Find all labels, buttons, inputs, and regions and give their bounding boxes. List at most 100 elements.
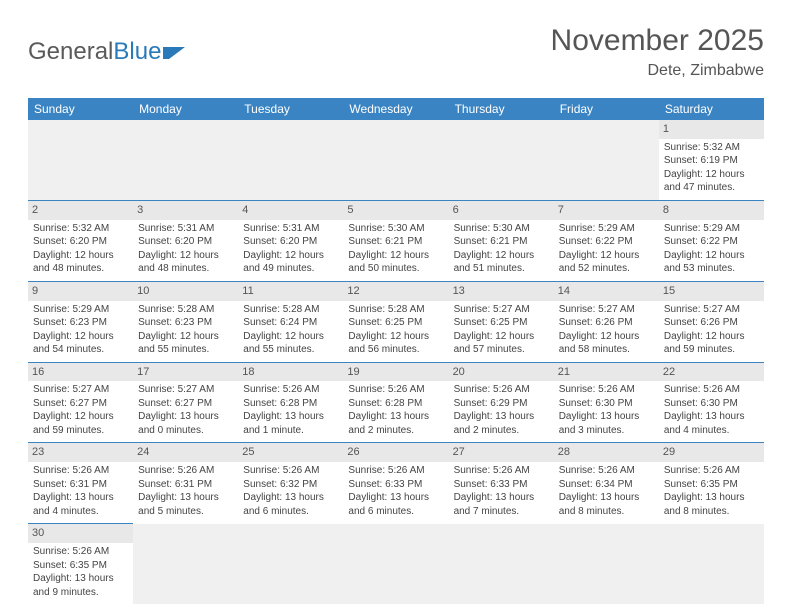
sunset-text: Sunset: 6:21 PM <box>348 235 443 249</box>
day-number: 12 <box>343 282 448 301</box>
calendar-cell <box>28 120 133 200</box>
sunset-text: Sunset: 6:22 PM <box>664 235 759 249</box>
sunset-text: Sunset: 6:35 PM <box>664 478 759 492</box>
sunrise-text: Sunrise: 5:29 AM <box>559 222 654 236</box>
daylight-text: Daylight: 12 hours and 59 minutes. <box>664 330 759 357</box>
sunset-text: Sunset: 6:28 PM <box>348 397 443 411</box>
daylight-text: Daylight: 13 hours and 1 minute. <box>243 410 338 437</box>
calendar-cell: 21Sunrise: 5:26 AMSunset: 6:30 PMDayligh… <box>554 362 659 443</box>
calendar-cell: 7Sunrise: 5:29 AMSunset: 6:22 PMDaylight… <box>554 200 659 281</box>
daylight-text: Daylight: 13 hours and 6 minutes. <box>243 491 338 518</box>
calendar-cell: 14Sunrise: 5:27 AMSunset: 6:26 PMDayligh… <box>554 281 659 362</box>
sunset-text: Sunset: 6:19 PM <box>664 154 759 168</box>
sunrise-text: Sunrise: 5:28 AM <box>348 303 443 317</box>
sunset-text: Sunset: 6:25 PM <box>454 316 549 330</box>
sunset-text: Sunset: 6:33 PM <box>454 478 549 492</box>
calendar-cell <box>238 120 343 200</box>
calendar-row: 30Sunrise: 5:26 AMSunset: 6:35 PMDayligh… <box>28 524 764 604</box>
sunset-text: Sunset: 6:23 PM <box>138 316 233 330</box>
sunset-text: Sunset: 6:33 PM <box>348 478 443 492</box>
calendar-cell: 23Sunrise: 5:26 AMSunset: 6:31 PMDayligh… <box>28 443 133 524</box>
daylight-text: Daylight: 12 hours and 48 minutes. <box>33 249 128 276</box>
sunset-text: Sunset: 6:27 PM <box>33 397 128 411</box>
daylight-text: Daylight: 12 hours and 49 minutes. <box>243 249 338 276</box>
daylight-text: Daylight: 13 hours and 6 minutes. <box>348 491 443 518</box>
calendar-cell: 13Sunrise: 5:27 AMSunset: 6:25 PMDayligh… <box>449 281 554 362</box>
sunset-text: Sunset: 6:26 PM <box>559 316 654 330</box>
sunrise-text: Sunrise: 5:31 AM <box>243 222 338 236</box>
calendar-cell: 19Sunrise: 5:26 AMSunset: 6:28 PMDayligh… <box>343 362 448 443</box>
daylight-text: Daylight: 13 hours and 4 minutes. <box>33 491 128 518</box>
sunrise-text: Sunrise: 5:26 AM <box>559 383 654 397</box>
calendar-cell: 9Sunrise: 5:29 AMSunset: 6:23 PMDaylight… <box>28 281 133 362</box>
sunrise-text: Sunrise: 5:26 AM <box>243 383 338 397</box>
day-number: 10 <box>133 282 238 301</box>
calendar-cell <box>554 524 659 604</box>
daylight-text: Daylight: 13 hours and 3 minutes. <box>559 410 654 437</box>
sunrise-text: Sunrise: 5:28 AM <box>243 303 338 317</box>
sunset-text: Sunset: 6:30 PM <box>664 397 759 411</box>
sunrise-text: Sunrise: 5:26 AM <box>559 464 654 478</box>
calendar-cell <box>133 120 238 200</box>
sunrise-text: Sunrise: 5:26 AM <box>348 383 443 397</box>
day-number: 27 <box>449 443 554 462</box>
daylight-text: Daylight: 12 hours and 47 minutes. <box>664 168 759 195</box>
header: GeneralBlue November 2025 Dete, Zimbabwe <box>28 24 764 80</box>
day-number: 16 <box>28 363 133 382</box>
calendar-cell: 15Sunrise: 5:27 AMSunset: 6:26 PMDayligh… <box>659 281 764 362</box>
location: Dete, Zimbabwe <box>551 62 764 80</box>
sunrise-text: Sunrise: 5:26 AM <box>243 464 338 478</box>
calendar-row: 2Sunrise: 5:32 AMSunset: 6:20 PMDaylight… <box>28 200 764 281</box>
sunrise-text: Sunrise: 5:27 AM <box>33 383 128 397</box>
calendar-row: 9Sunrise: 5:29 AMSunset: 6:23 PMDaylight… <box>28 281 764 362</box>
calendar-cell <box>449 120 554 200</box>
calendar-cell: 1Sunrise: 5:32 AMSunset: 6:19 PMDaylight… <box>659 120 764 200</box>
sunset-text: Sunset: 6:20 PM <box>138 235 233 249</box>
day-number: 28 <box>554 443 659 462</box>
calendar-cell <box>343 524 448 604</box>
sunset-text: Sunset: 6:21 PM <box>454 235 549 249</box>
daylight-text: Daylight: 12 hours and 55 minutes. <box>138 330 233 357</box>
day-header: Thursday <box>449 98 554 120</box>
day-number: 3 <box>133 201 238 220</box>
sunrise-text: Sunrise: 5:26 AM <box>33 464 128 478</box>
daylight-text: Daylight: 12 hours and 56 minutes. <box>348 330 443 357</box>
day-number: 2 <box>28 201 133 220</box>
sunrise-text: Sunrise: 5:26 AM <box>348 464 443 478</box>
day-number: 19 <box>343 363 448 382</box>
logo-flag-icon <box>163 43 185 59</box>
day-number: 30 <box>28 524 133 543</box>
calendar-cell: 5Sunrise: 5:30 AMSunset: 6:21 PMDaylight… <box>343 200 448 281</box>
sunset-text: Sunset: 6:30 PM <box>559 397 654 411</box>
daylight-text: Daylight: 12 hours and 50 minutes. <box>348 249 443 276</box>
day-number: 5 <box>343 201 448 220</box>
sunset-text: Sunset: 6:22 PM <box>559 235 654 249</box>
sunrise-text: Sunrise: 5:27 AM <box>138 383 233 397</box>
daylight-text: Daylight: 12 hours and 51 minutes. <box>454 249 549 276</box>
logo-text-1: General <box>28 38 113 66</box>
sunset-text: Sunset: 6:31 PM <box>138 478 233 492</box>
sunset-text: Sunset: 6:20 PM <box>33 235 128 249</box>
sunrise-text: Sunrise: 5:32 AM <box>33 222 128 236</box>
calendar-cell <box>554 120 659 200</box>
day-number: 24 <box>133 443 238 462</box>
day-number: 25 <box>238 443 343 462</box>
calendar-row: 1Sunrise: 5:32 AMSunset: 6:19 PMDaylight… <box>28 120 764 200</box>
sunrise-text: Sunrise: 5:26 AM <box>138 464 233 478</box>
calendar-cell: 2 Sunrise: 5:32 AMSunset: 6:20 PMDaylight… <box>28 200 133 281</box>
day-number: 13 <box>449 282 554 301</box>
day-number: 17 <box>133 363 238 382</box>
calendar-cell <box>343 120 448 200</box>
sunrise-text: Sunrise: 5:26 AM <box>664 383 759 397</box>
sunset-text: Sunset: 6:31 PM <box>33 478 128 492</box>
daylight-text: Daylight: 13 hours and 8 minutes. <box>664 491 759 518</box>
sunrise-text: Sunrise: 5:29 AM <box>33 303 128 317</box>
sunrise-text: Sunrise: 5:27 AM <box>454 303 549 317</box>
sunset-text: Sunset: 6:34 PM <box>559 478 654 492</box>
daylight-text: Daylight: 12 hours and 58 minutes. <box>559 330 654 357</box>
sunrise-text: Sunrise: 5:32 AM <box>664 141 759 155</box>
day-number: 22 <box>659 363 764 382</box>
sunrise-text: Sunrise: 5:26 AM <box>454 383 549 397</box>
sunset-text: Sunset: 6:24 PM <box>243 316 338 330</box>
page-title: November 2025 <box>551 24 764 58</box>
